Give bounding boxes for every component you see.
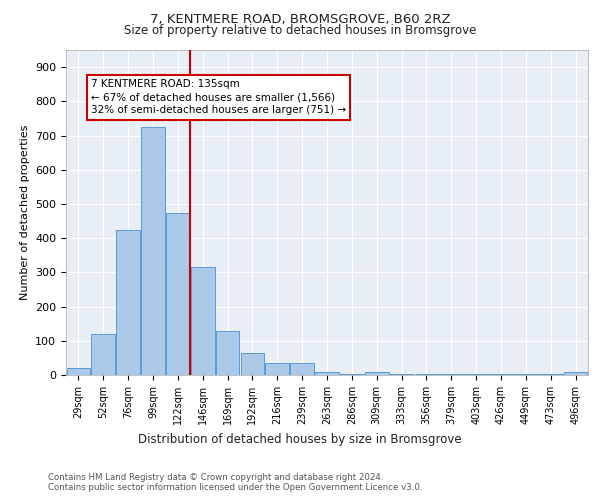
- Bar: [390, 374, 413, 375]
- Bar: [67, 368, 90, 375]
- Bar: [489, 374, 513, 375]
- Bar: [415, 374, 438, 375]
- Y-axis label: Number of detached properties: Number of detached properties: [20, 125, 29, 300]
- Bar: [91, 334, 115, 375]
- Bar: [191, 267, 215, 375]
- Bar: [439, 374, 463, 375]
- Text: Size of property relative to detached houses in Bromsgrove: Size of property relative to detached ho…: [124, 24, 476, 37]
- Bar: [216, 330, 239, 375]
- Text: Contains public sector information licensed under the Open Government Licence v3: Contains public sector information licen…: [48, 484, 422, 492]
- Bar: [564, 372, 587, 375]
- Bar: [365, 372, 389, 375]
- Text: 7 KENTMERE ROAD: 135sqm
← 67% of detached houses are smaller (1,566)
32% of semi: 7 KENTMERE ROAD: 135sqm ← 67% of detache…: [91, 79, 346, 116]
- Bar: [141, 127, 165, 375]
- Text: Distribution of detached houses by size in Bromsgrove: Distribution of detached houses by size …: [138, 432, 462, 446]
- Bar: [290, 363, 314, 375]
- Bar: [166, 212, 190, 375]
- Bar: [315, 372, 339, 375]
- Bar: [340, 374, 364, 375]
- Bar: [241, 353, 264, 375]
- Bar: [464, 374, 488, 375]
- Bar: [514, 374, 538, 375]
- Bar: [265, 363, 289, 375]
- Text: Contains HM Land Registry data © Crown copyright and database right 2024.: Contains HM Land Registry data © Crown c…: [48, 472, 383, 482]
- Text: 7, KENTMERE ROAD, BROMSGROVE, B60 2RZ: 7, KENTMERE ROAD, BROMSGROVE, B60 2RZ: [149, 12, 451, 26]
- Bar: [539, 374, 563, 375]
- Bar: [116, 230, 140, 375]
